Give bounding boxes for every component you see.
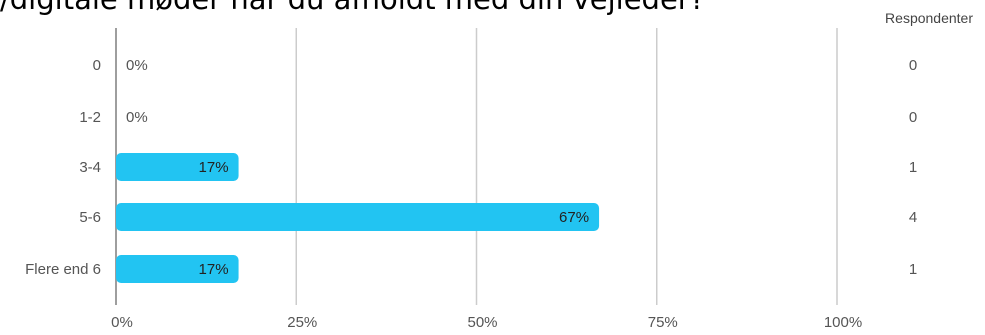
x-tick-label: 25%	[287, 314, 317, 331]
category-label: 1-2	[79, 109, 101, 126]
x-tick-label: 0%	[111, 314, 133, 331]
bar-value-label: 17%	[199, 159, 229, 176]
bar-value-label: 17%	[199, 261, 229, 278]
bar-value-label: 0%	[126, 57, 148, 74]
x-tick-label: 50%	[467, 314, 497, 331]
bar	[116, 153, 239, 181]
category-label: 3-4	[79, 159, 101, 176]
bar-value-label: 0%	[126, 109, 148, 126]
x-tick-label: 100%	[824, 314, 862, 331]
bar	[116, 203, 600, 231]
respondent-count: 4	[909, 209, 917, 226]
bar-value-label: 67%	[559, 209, 589, 226]
respondent-count: 1	[909, 159, 917, 176]
respondent-count: 0	[909, 109, 917, 126]
respondent-count: 1	[909, 261, 917, 278]
respondent-count: 0	[909, 57, 917, 74]
category-label: 5-6	[79, 209, 101, 226]
bar	[116, 255, 239, 283]
question-title: /digitale møder har du afholdt med din v…	[0, 0, 705, 16]
category-label: Flere end 6	[25, 261, 101, 278]
category-label: 0	[93, 57, 101, 74]
x-tick-label: 75%	[648, 314, 678, 331]
respondents-header: Respondenter	[885, 10, 973, 26]
